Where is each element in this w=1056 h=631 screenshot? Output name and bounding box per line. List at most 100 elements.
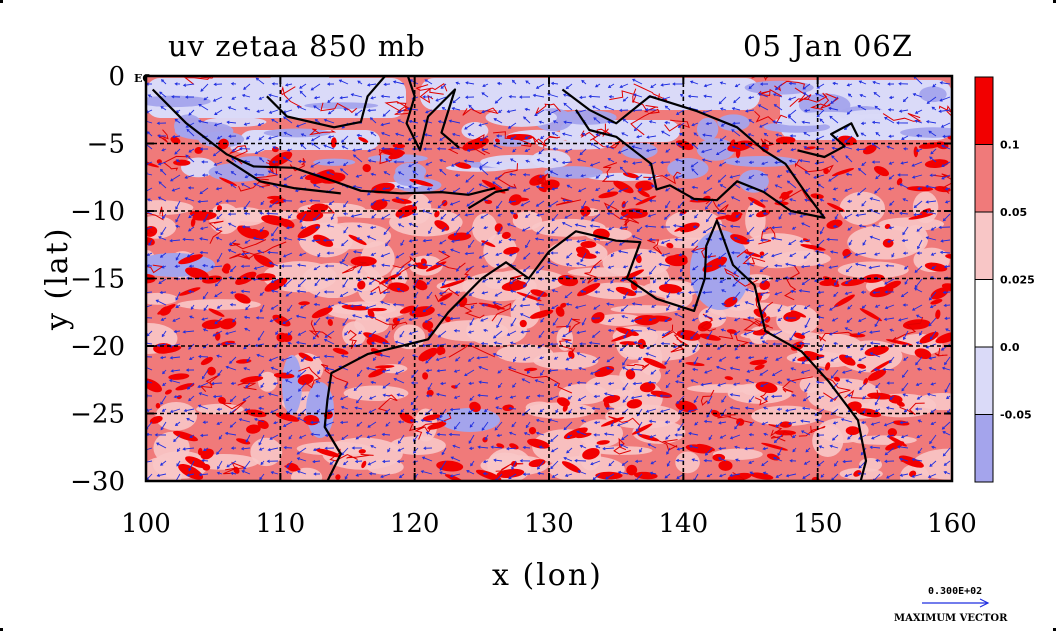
wind-vector (435, 96, 447, 102)
wind-vector (787, 378, 797, 384)
wind-vector-head (691, 242, 695, 246)
wind-vector-head (464, 373, 468, 377)
wind-vector-head (522, 173, 527, 177)
wind-vector (455, 356, 461, 362)
wind-vector (441, 447, 447, 455)
contour-line (265, 159, 279, 174)
wind-vector-head (874, 323, 878, 328)
contour-line (803, 92, 831, 109)
wind-vector-head (411, 374, 415, 379)
wind-vector-head (731, 107, 736, 111)
wind-vector (214, 291, 223, 297)
wind-vector (622, 460, 629, 466)
wind-vector-head (425, 110, 429, 114)
wind-vector-head (300, 358, 304, 362)
field-streak (315, 448, 341, 458)
wind-vector (160, 421, 167, 430)
wind-vector-head (439, 414, 443, 419)
wind-vector-head (478, 365, 482, 370)
wind-vector-head (729, 393, 733, 397)
wind-vector (508, 239, 517, 241)
wind-vector-head (844, 188, 848, 192)
wind-vector (341, 406, 349, 410)
wind-vector-head (536, 394, 541, 398)
wind-vector (314, 278, 321, 286)
wind-vector (340, 291, 349, 297)
corner-mark-tl (0, 0, 3, 3)
wind-vector (707, 473, 713, 477)
wind-vector-head (888, 226, 892, 230)
wind-vector-head (253, 182, 257, 186)
wind-vector-head (424, 412, 428, 416)
wind-vector (926, 185, 937, 189)
wind-vector-head (396, 318, 401, 322)
wind-vector (805, 187, 811, 192)
wind-vector-head (396, 393, 400, 397)
wind-vector-head (227, 212, 232, 216)
wind-vector (493, 144, 503, 150)
wind-vector-head (481, 427, 485, 431)
wind-vector-head (775, 424, 779, 428)
wind-vector-head (693, 361, 697, 365)
wind-vector-head (844, 139, 848, 143)
wind-vector-head (540, 136, 544, 140)
wind-vector-head (916, 367, 921, 371)
wind-vector (748, 83, 755, 89)
wind-vector-head (283, 131, 287, 135)
wind-vector (213, 96, 223, 102)
wind-vector (721, 408, 727, 416)
wind-vector-head (844, 473, 848, 478)
wind-vector (438, 200, 447, 209)
wind-vector-head (606, 211, 610, 216)
wind-vector-head (199, 191, 203, 195)
wind-vector-head (366, 435, 370, 439)
plot-time-label: 05 Jan 06Z (743, 29, 913, 63)
field-patch (219, 81, 267, 95)
wind-vector-head (169, 409, 174, 413)
wind-vector-head (789, 459, 793, 463)
wind-vector (912, 473, 923, 478)
wind-vector (381, 199, 391, 202)
wind-vector-head (762, 229, 766, 233)
wind-vector-head (243, 367, 247, 371)
wind-vector (198, 200, 209, 203)
wind-vector-head (174, 82, 178, 86)
wind-vector-head (380, 131, 385, 136)
wind-vector-head (834, 463, 838, 467)
field-streak (896, 178, 903, 186)
corner-mark-br (1053, 628, 1056, 631)
wind-vector-head (271, 82, 275, 86)
wind-vector-head (399, 334, 403, 338)
wind-vector (818, 395, 825, 399)
wind-vector-head (785, 170, 789, 174)
wind-vector-head (859, 93, 863, 98)
wind-vector-head (943, 462, 947, 466)
field-neg-band (420, 78, 760, 110)
wind-vector (716, 148, 727, 155)
field-streak (930, 287, 949, 300)
wind-vector-head (282, 156, 286, 160)
wind-vector-head (857, 192, 861, 196)
wind-vector (175, 119, 181, 124)
wind-vector-head (495, 263, 500, 267)
wind-vector (369, 395, 377, 400)
wind-vector (217, 252, 223, 263)
wind-vector (942, 421, 951, 430)
wind-vector-head (845, 155, 849, 159)
field-patch (146, 200, 194, 216)
wind-vector-head (297, 237, 301, 241)
wind-vector (365, 315, 377, 319)
wind-vector-head (630, 396, 635, 400)
wind-vector (871, 434, 881, 440)
wind-vector-head (268, 136, 272, 140)
contour-line (298, 366, 321, 389)
wind-vector (510, 290, 517, 293)
wind-vector-head (424, 319, 428, 323)
wind-vector-head (297, 283, 301, 288)
wind-vector (912, 458, 923, 462)
contour-line (818, 331, 858, 342)
field-patch (610, 305, 679, 314)
wind-vector-head (565, 263, 570, 267)
wind-vector-head (552, 322, 556, 326)
wind-vector-head (632, 276, 636, 280)
